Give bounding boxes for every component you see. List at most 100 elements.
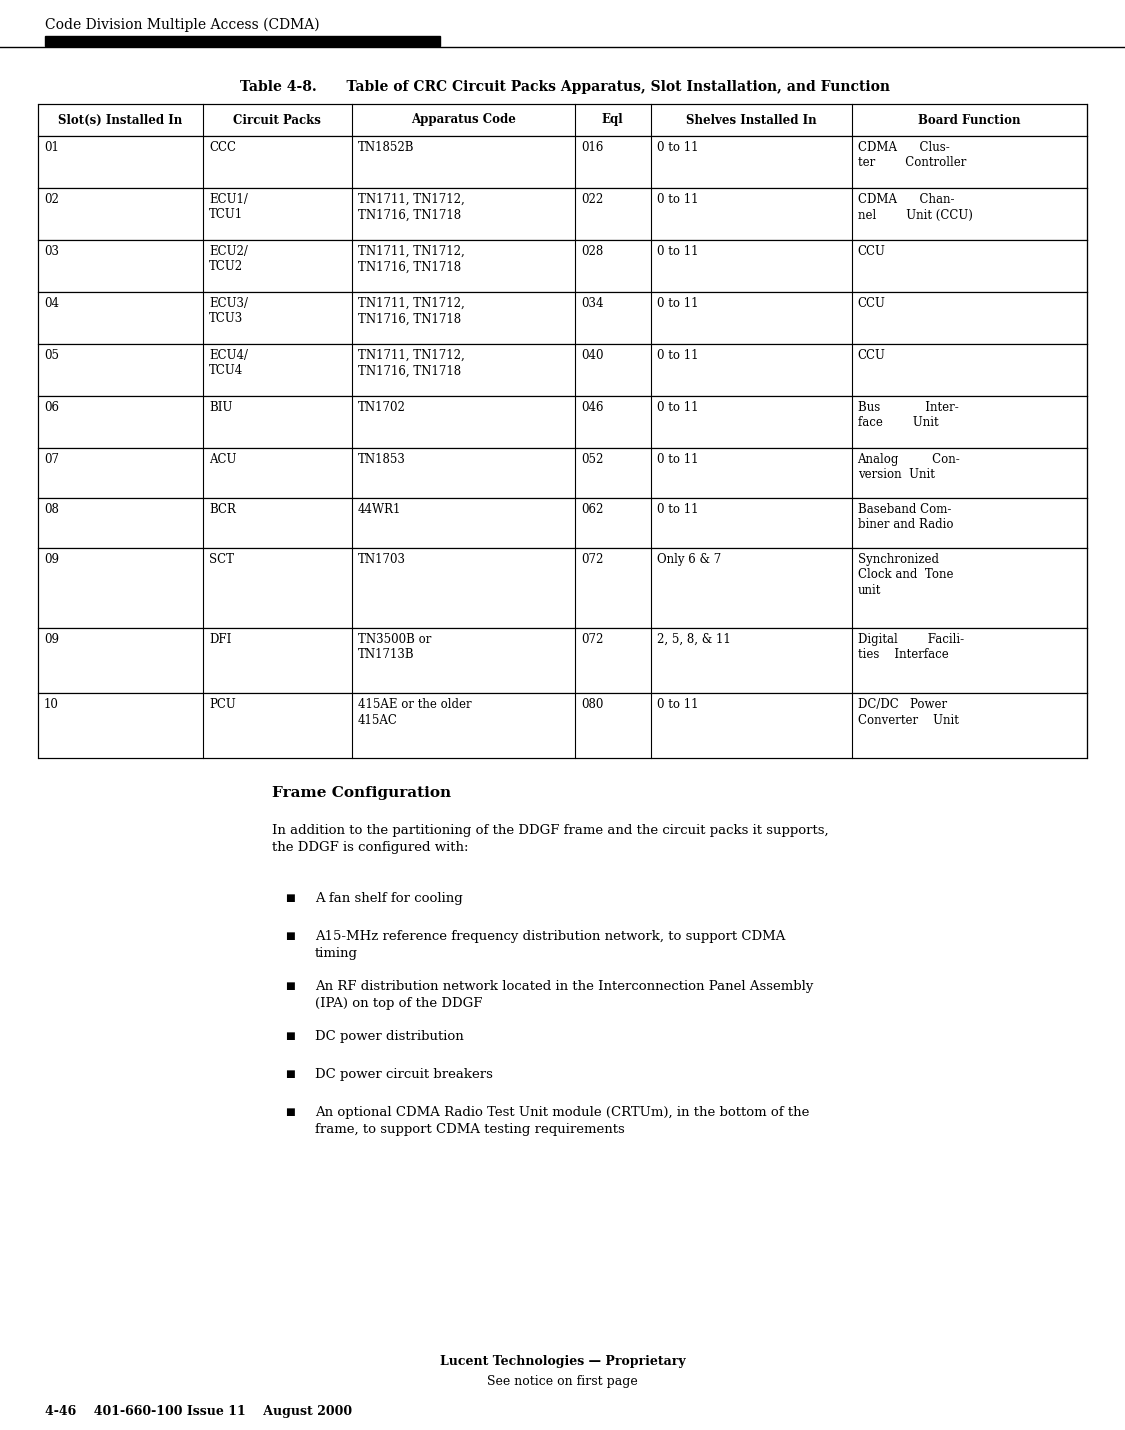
- Text: TN1852B: TN1852B: [358, 142, 414, 154]
- Text: DC power circuit breakers: DC power circuit breakers: [315, 1068, 493, 1081]
- Text: 02: 02: [44, 193, 58, 206]
- Text: Digital        Facili-
ties    Interface: Digital Facili- ties Interface: [857, 633, 964, 662]
- Text: ECU1/
TCU1: ECU1/ TCU1: [209, 193, 248, 222]
- Bar: [45, 36, 440, 46]
- Bar: [38, 694, 1087, 758]
- Text: 07: 07: [44, 453, 58, 466]
- Text: 062: 062: [580, 503, 603, 516]
- Bar: [38, 136, 1087, 187]
- Text: Bus            Inter-
face        Unit: Bus Inter- face Unit: [857, 400, 958, 429]
- Text: 09: 09: [44, 633, 58, 646]
- Text: ECU2/
TCU2: ECU2/ TCU2: [209, 245, 248, 273]
- Bar: [38, 104, 1087, 136]
- Text: 046: 046: [580, 400, 603, 415]
- Text: Synchronized
Clock and  Tone
unit: Synchronized Clock and Tone unit: [857, 553, 953, 596]
- Text: TN1711, TN1712,
TN1716, TN1718: TN1711, TN1712, TN1716, TN1718: [358, 193, 465, 222]
- Text: 028: 028: [580, 245, 603, 257]
- Text: BIU: BIU: [209, 400, 233, 415]
- Text: 2, 5, 8, & 11: 2, 5, 8, & 11: [657, 633, 730, 646]
- Text: 052: 052: [580, 453, 603, 466]
- Text: ■: ■: [285, 932, 295, 941]
- Text: CDMA      Clus-
ter        Controller: CDMA Clus- ter Controller: [857, 142, 966, 170]
- Text: 072: 072: [580, 633, 603, 646]
- Text: CCU: CCU: [857, 349, 885, 362]
- Text: Slot(s) Installed In: Slot(s) Installed In: [58, 113, 182, 126]
- Text: DC/DC   Power
Converter    Unit: DC/DC Power Converter Unit: [857, 698, 958, 726]
- Text: Shelves Installed In: Shelves Installed In: [686, 113, 817, 126]
- Bar: [38, 498, 1087, 548]
- Text: TN1702: TN1702: [358, 400, 405, 415]
- Text: 0 to 11: 0 to 11: [657, 349, 699, 362]
- Text: 016: 016: [580, 142, 603, 154]
- Text: See notice on first page: See notice on first page: [487, 1376, 638, 1389]
- Text: 0 to 11: 0 to 11: [657, 142, 699, 154]
- Text: 072: 072: [580, 553, 603, 566]
- Text: ECU3/
TCU3: ECU3/ TCU3: [209, 297, 249, 326]
- Text: Table 4-8.: Table 4-8.: [240, 80, 317, 94]
- Text: Analog         Con-
version  Unit: Analog Con- version Unit: [857, 453, 961, 482]
- Text: 01: 01: [44, 142, 58, 154]
- Text: 415AE or the older
415AC: 415AE or the older 415AC: [358, 698, 471, 726]
- Text: In addition to the partitioning of the DDGF frame and the circuit packs it suppo: In addition to the partitioning of the D…: [272, 824, 829, 855]
- Text: 0 to 11: 0 to 11: [657, 245, 699, 257]
- Text: A fan shelf for cooling: A fan shelf for cooling: [315, 892, 462, 905]
- Text: TN1711, TN1712,
TN1716, TN1718: TN1711, TN1712, TN1716, TN1718: [358, 349, 465, 378]
- Text: 4-46    401-660-100 Issue 11    August 2000: 4-46 401-660-100 Issue 11 August 2000: [45, 1406, 352, 1419]
- Text: 040: 040: [580, 349, 603, 362]
- Text: ECU4/
TCU4: ECU4/ TCU4: [209, 349, 249, 378]
- Text: Board Function: Board Function: [918, 113, 1020, 126]
- Text: TN1711, TN1712,
TN1716, TN1718: TN1711, TN1712, TN1716, TN1718: [358, 297, 465, 326]
- Text: 09: 09: [44, 553, 58, 566]
- Text: 034: 034: [580, 297, 603, 310]
- Text: ACU: ACU: [209, 453, 236, 466]
- Text: 022: 022: [580, 193, 603, 206]
- Text: Circuit Packs: Circuit Packs: [233, 113, 322, 126]
- Text: ■: ■: [285, 894, 295, 902]
- Text: 44WR1: 44WR1: [358, 503, 400, 516]
- Text: ■: ■: [285, 1070, 295, 1080]
- Bar: [38, 628, 1087, 694]
- Text: ■: ■: [285, 1108, 295, 1117]
- Text: TN3500B or
TN1713B: TN3500B or TN1713B: [358, 633, 431, 662]
- Text: DC power distribution: DC power distribution: [315, 1030, 464, 1042]
- Text: 03: 03: [44, 245, 58, 257]
- Text: 05: 05: [44, 349, 58, 362]
- Text: 04: 04: [44, 297, 58, 310]
- Text: 0 to 11: 0 to 11: [657, 503, 699, 516]
- Text: CCU: CCU: [857, 245, 885, 257]
- Text: 0 to 11: 0 to 11: [657, 453, 699, 466]
- Text: TN1703: TN1703: [358, 553, 406, 566]
- Text: Lucent Technologies — Proprietary: Lucent Technologies — Proprietary: [440, 1356, 685, 1369]
- Text: DFI: DFI: [209, 633, 232, 646]
- Text: TN1853: TN1853: [358, 453, 405, 466]
- Text: Table of CRC Circuit Packs Apparatus, Slot Installation, and Function: Table of CRC Circuit Packs Apparatus, Sl…: [327, 80, 890, 94]
- Text: 06: 06: [44, 400, 58, 415]
- Text: CCC: CCC: [209, 142, 236, 154]
- Text: BCR: BCR: [209, 503, 236, 516]
- Bar: [38, 187, 1087, 240]
- Text: ■: ■: [285, 1032, 295, 1041]
- Text: Code Division Multiple Access (CDMA): Code Division Multiple Access (CDMA): [45, 19, 319, 33]
- Bar: [38, 448, 1087, 498]
- Text: An RF distribution network located in the Interconnection Panel Assembly
(IPA) o: An RF distribution network located in th…: [315, 980, 813, 1011]
- Text: ■: ■: [285, 982, 295, 991]
- Bar: [38, 396, 1087, 448]
- Bar: [38, 548, 1087, 628]
- Text: 0 to 11: 0 to 11: [657, 193, 699, 206]
- Text: 10: 10: [44, 698, 58, 711]
- Text: 0 to 11: 0 to 11: [657, 698, 699, 711]
- Text: Baseband Com-
biner and Radio: Baseband Com- biner and Radio: [857, 503, 953, 532]
- Text: Apparatus Code: Apparatus Code: [411, 113, 515, 126]
- Text: 080: 080: [580, 698, 603, 711]
- Text: PCU: PCU: [209, 698, 236, 711]
- Text: A15-MHz reference frequency distribution network, to support CDMA
timing: A15-MHz reference frequency distribution…: [315, 930, 785, 961]
- Text: Only 6 & 7: Only 6 & 7: [657, 553, 721, 566]
- Text: CCU: CCU: [857, 297, 885, 310]
- Text: 08: 08: [44, 503, 58, 516]
- Text: 0 to 11: 0 to 11: [657, 400, 699, 415]
- Text: Frame Configuration: Frame Configuration: [272, 787, 451, 799]
- Bar: [38, 345, 1087, 396]
- Text: TN1711, TN1712,
TN1716, TN1718: TN1711, TN1712, TN1716, TN1718: [358, 245, 465, 273]
- Text: 0 to 11: 0 to 11: [657, 297, 699, 310]
- Bar: [38, 240, 1087, 292]
